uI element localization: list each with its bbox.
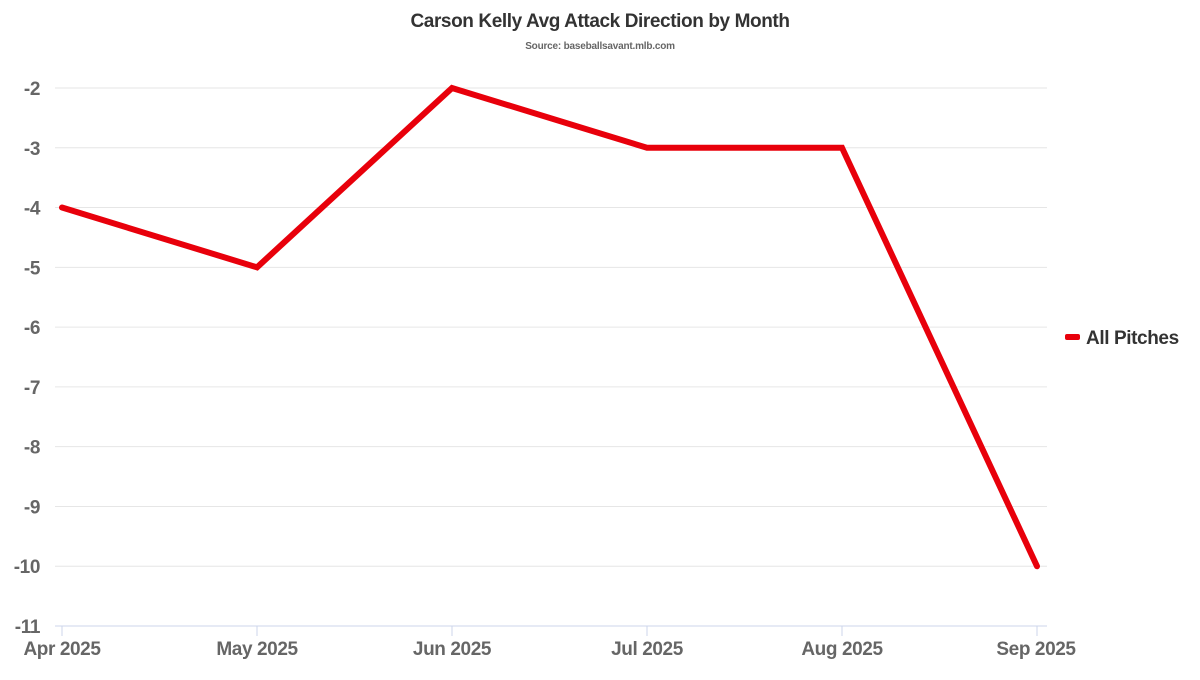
x-tick-label: Jul 2025 [611,639,684,660]
y-tick-label: -6 [24,318,40,339]
chart-title: Carson Kelly Avg Attack Direction by Mon… [410,11,789,32]
y-tick-label: -7 [24,378,40,399]
y-tick-label: -3 [24,139,40,160]
y-tick-label: -9 [24,497,40,518]
legend: All Pitches [1065,328,1179,349]
y-tick-label: -10 [14,557,40,578]
x-tick-label: Jun 2025 [413,639,492,660]
y-tick-label: -8 [24,438,40,459]
x-tick-label: Aug 2025 [801,639,883,660]
x-tick-label: Sep 2025 [996,639,1076,660]
legend-label[interactable]: All Pitches [1086,328,1179,349]
chart-subtitle: Source: baseballsavant.mlb.com [525,41,675,52]
x-tick-label: Apr 2025 [23,639,101,660]
y-tick-label: -2 [24,79,40,100]
y-tick-label: -4 [24,199,41,220]
legend-swatch [1065,334,1080,340]
x-tick-label: May 2025 [216,639,298,660]
y-tick-label: -5 [24,258,41,279]
y-tick-label: -11 [15,617,41,638]
